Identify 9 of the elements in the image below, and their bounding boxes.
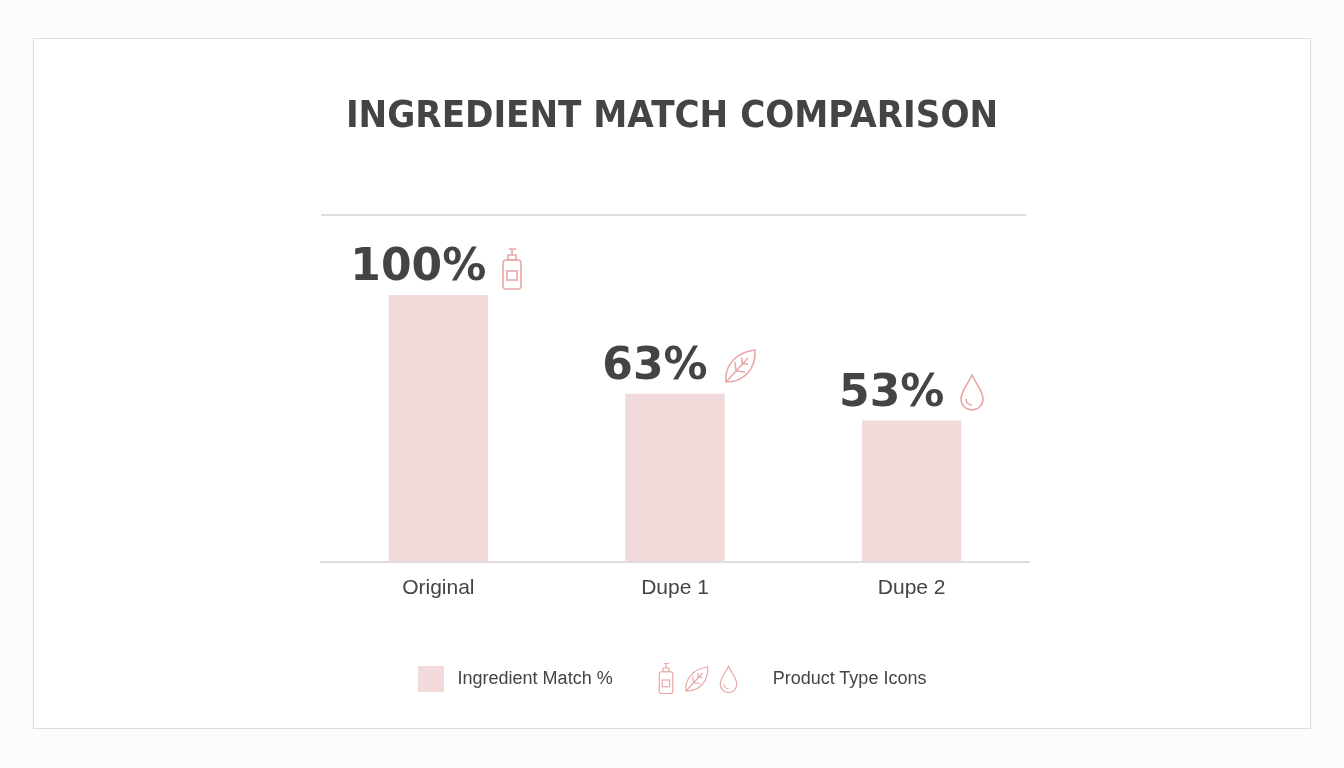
data-label: 63%: [602, 338, 708, 390]
x-tick-label: Dupe 1: [641, 575, 709, 599]
data-label: 100%: [350, 239, 487, 291]
chart-title: INGREDIENT MATCH COMPARISON: [344, 92, 1000, 136]
x-tick-label: Dupe 2: [877, 575, 946, 599]
x-tick-label: Original: [402, 575, 475, 599]
text: Product Type Icons: [772, 668, 927, 689]
data-label: 53%: [839, 364, 945, 416]
legend-label: Ingredient Match %: [457, 668, 613, 689]
